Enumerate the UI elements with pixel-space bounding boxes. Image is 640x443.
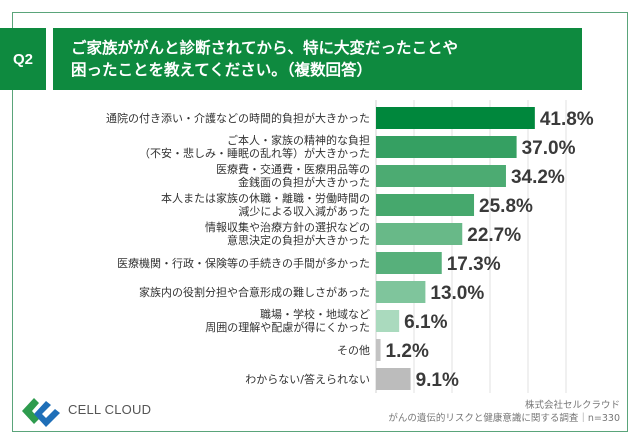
- value-label: 25.8%: [479, 196, 533, 217]
- category-label-line: 意思決定の負担が大きかった: [227, 234, 370, 247]
- category-label: 情報収集や治療方針の選択などの 意思決定の負担が大きかった: [205, 221, 370, 247]
- question-title-line-1: ご家族ががんと診断されてから、特に大変だったことや: [71, 39, 459, 57]
- category-label-line: 情報収集や治療方針の選択などの: [205, 221, 370, 234]
- category-label-line: 本人または家族の休職・離職・労働時間の: [161, 192, 370, 205]
- value-label: 6.1%: [404, 312, 447, 333]
- value-label: 17.3%: [447, 254, 501, 275]
- category-label: 医療費・交通費・医療用品等の 金銭面の負担が大きかった: [216, 163, 370, 189]
- question-title-line-2: 困ったことを教えてください。（複数回答）: [71, 61, 373, 79]
- category-label: 家族内の役割分担や合意形成の難しさがあった: [139, 286, 370, 299]
- brand-name: CELL CLOUD: [68, 402, 152, 417]
- value-label: 22.7%: [467, 225, 521, 246]
- category-label-line: 医療費・交通費・医療用品等の: [216, 163, 370, 176]
- bar: [376, 281, 426, 303]
- bar: [376, 107, 535, 129]
- category-label-line: 減少による収入減があった: [238, 205, 370, 218]
- category-label-line: その他: [337, 343, 370, 357]
- footer-survey: がんの遺伝的リスクと健康意識に関する調査｜n=330: [388, 413, 620, 424]
- chart-frame: [12, 12, 628, 432]
- category-label: その他: [337, 344, 370, 357]
- category-label-line: 通院の付き添い・介護などの時間的負担が大きかった: [106, 111, 370, 125]
- category-label-line: 職場・学校・地域など: [260, 308, 370, 321]
- bar: [376, 310, 400, 332]
- question-number-badge: Q2: [0, 28, 46, 90]
- category-label-line: 金銭面の負担が大きかった: [238, 176, 370, 189]
- category-label-line: 医療機関・行政・保険等の手続きの手間が多かった: [117, 256, 370, 270]
- value-label: 9.1%: [416, 370, 459, 391]
- category-label: わからない/答えられない: [245, 373, 370, 386]
- category-label: 本人または家族の休職・離職・労働時間の 減少による収入減があった: [161, 192, 370, 218]
- value-label: 37.0%: [522, 138, 576, 159]
- category-label-line: 家族内の役割分担や合意形成の難しさがあった: [139, 285, 370, 299]
- bar: [376, 136, 517, 158]
- bar: [376, 165, 506, 187]
- category-label: 通院の付き添い・介護などの時間的負担が大きかった: [106, 112, 370, 125]
- cell-cloud-logo-icon: [22, 398, 60, 427]
- category-label-line: ご本人・家族の精神的な負担: [227, 134, 370, 147]
- bar: [376, 339, 381, 361]
- category-label: ご本人・家族の精神的な負担 （不安・悲しみ・睡眠の乱れ等）が大きかった: [139, 134, 370, 160]
- bar: [376, 223, 463, 245]
- question-title: ご家族ががんと診断されてから、特に大変だったことや 困ったことを教えてください。…: [53, 28, 582, 90]
- category-label: 職場・学校・地域など 周囲の理解や配慮が得にくかった: [205, 308, 370, 334]
- value-label: 34.2%: [511, 167, 565, 188]
- value-label: 13.0%: [430, 283, 484, 304]
- value-label: 41.8%: [540, 109, 594, 130]
- footer-company: 株式会社セルクラウド: [524, 400, 620, 411]
- value-label: 1.2%: [386, 341, 429, 362]
- category-label-line: （不安・悲しみ・睡眠の乱れ等）が大きかった: [139, 147, 370, 160]
- bar: [376, 194, 475, 216]
- category-label-line: わからない/答えられない: [245, 372, 370, 386]
- category-label: 医療機関・行政・保険等の手続きの手間が多かった: [117, 257, 370, 270]
- bar: [376, 252, 442, 274]
- category-label-line: 周囲の理解や配慮が得にくかった: [205, 321, 370, 334]
- bar: [376, 368, 411, 390]
